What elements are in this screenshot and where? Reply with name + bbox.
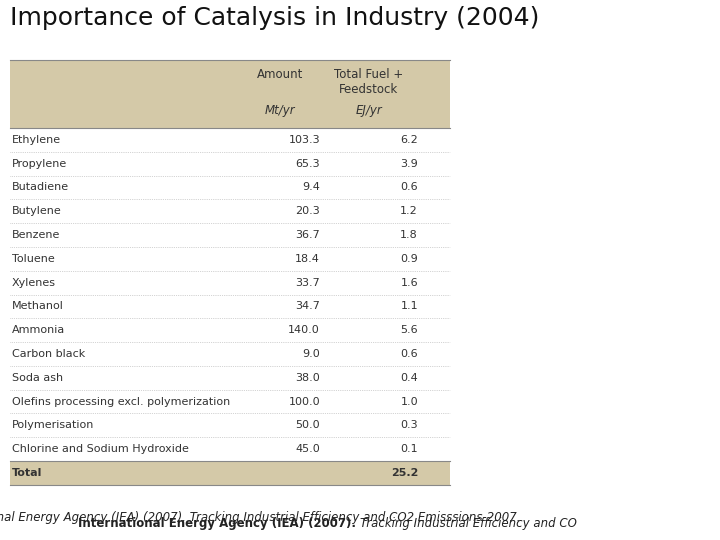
Text: 0.1: 0.1 [400, 444, 418, 454]
Text: 6.2: 6.2 [400, 135, 418, 145]
Text: 34.7: 34.7 [295, 301, 320, 312]
Text: Toluene: Toluene [12, 254, 55, 264]
Text: Polymerisation: Polymerisation [12, 420, 94, 430]
Text: Mt/yr: Mt/yr [265, 104, 295, 117]
Text: Butadiene: Butadiene [12, 183, 69, 192]
Text: Benzene: Benzene [12, 230, 60, 240]
Text: 5.6: 5.6 [400, 325, 418, 335]
Text: Olefins processing excl. polymerization: Olefins processing excl. polymerization [12, 396, 230, 407]
Text: Ethylene: Ethylene [12, 135, 61, 145]
Text: Soda ash: Soda ash [12, 373, 63, 383]
Text: EJ/yr: EJ/yr [356, 104, 382, 117]
Text: 65.3: 65.3 [295, 159, 320, 168]
Text: 1.8: 1.8 [400, 230, 418, 240]
Text: Propylene: Propylene [12, 159, 67, 168]
Text: 1.6: 1.6 [400, 278, 418, 288]
Text: 50.0: 50.0 [295, 420, 320, 430]
Text: 9.0: 9.0 [302, 349, 320, 359]
Text: Methanol: Methanol [12, 301, 64, 312]
Text: Total Fuel +
Feedstock: Total Fuel + Feedstock [334, 68, 404, 96]
Text: Butylene: Butylene [12, 206, 62, 216]
Text: Xylenes: Xylenes [12, 278, 56, 288]
Text: 100.0: 100.0 [289, 396, 320, 407]
Text: 36.7: 36.7 [295, 230, 320, 240]
Text: Tracking Industrial Efficiency and CO: Tracking Industrial Efficiency and CO [360, 517, 577, 530]
Text: 103.3: 103.3 [289, 135, 320, 145]
Text: Ammonia: Ammonia [12, 325, 66, 335]
Text: 0.6: 0.6 [400, 183, 418, 192]
Text: 3.9: 3.9 [400, 159, 418, 168]
Text: International Energy Agency (IEA) (2007). Tracking Industrial Efficiency and CO2: International Energy Agency (IEA) (2007)… [0, 511, 521, 524]
Text: 45.0: 45.0 [295, 444, 320, 454]
Text: 0.3: 0.3 [400, 420, 418, 430]
Text: Carbon black: Carbon black [12, 349, 85, 359]
Text: 1.1: 1.1 [400, 301, 418, 312]
Text: 0.9: 0.9 [400, 254, 418, 264]
Text: 1.0: 1.0 [400, 396, 418, 407]
Text: 1.2: 1.2 [400, 206, 418, 216]
Text: Chlorine and Sodium Hydroxide: Chlorine and Sodium Hydroxide [12, 444, 189, 454]
Text: Amount: Amount [257, 68, 303, 81]
Text: 0.6: 0.6 [400, 349, 418, 359]
Text: Importance of Catalysis in Industry (2004): Importance of Catalysis in Industry (200… [10, 6, 539, 30]
Text: 9.4: 9.4 [302, 183, 320, 192]
Text: International Energy Agency (IEA) (2007).: International Energy Agency (IEA) (2007)… [78, 517, 360, 530]
Text: 0.4: 0.4 [400, 373, 418, 383]
Text: Total: Total [12, 468, 42, 478]
Text: 25.2: 25.2 [391, 468, 418, 478]
Text: 20.3: 20.3 [295, 206, 320, 216]
Text: 140.0: 140.0 [288, 325, 320, 335]
Text: 33.7: 33.7 [295, 278, 320, 288]
Text: 18.4: 18.4 [295, 254, 320, 264]
Text: 38.0: 38.0 [295, 373, 320, 383]
